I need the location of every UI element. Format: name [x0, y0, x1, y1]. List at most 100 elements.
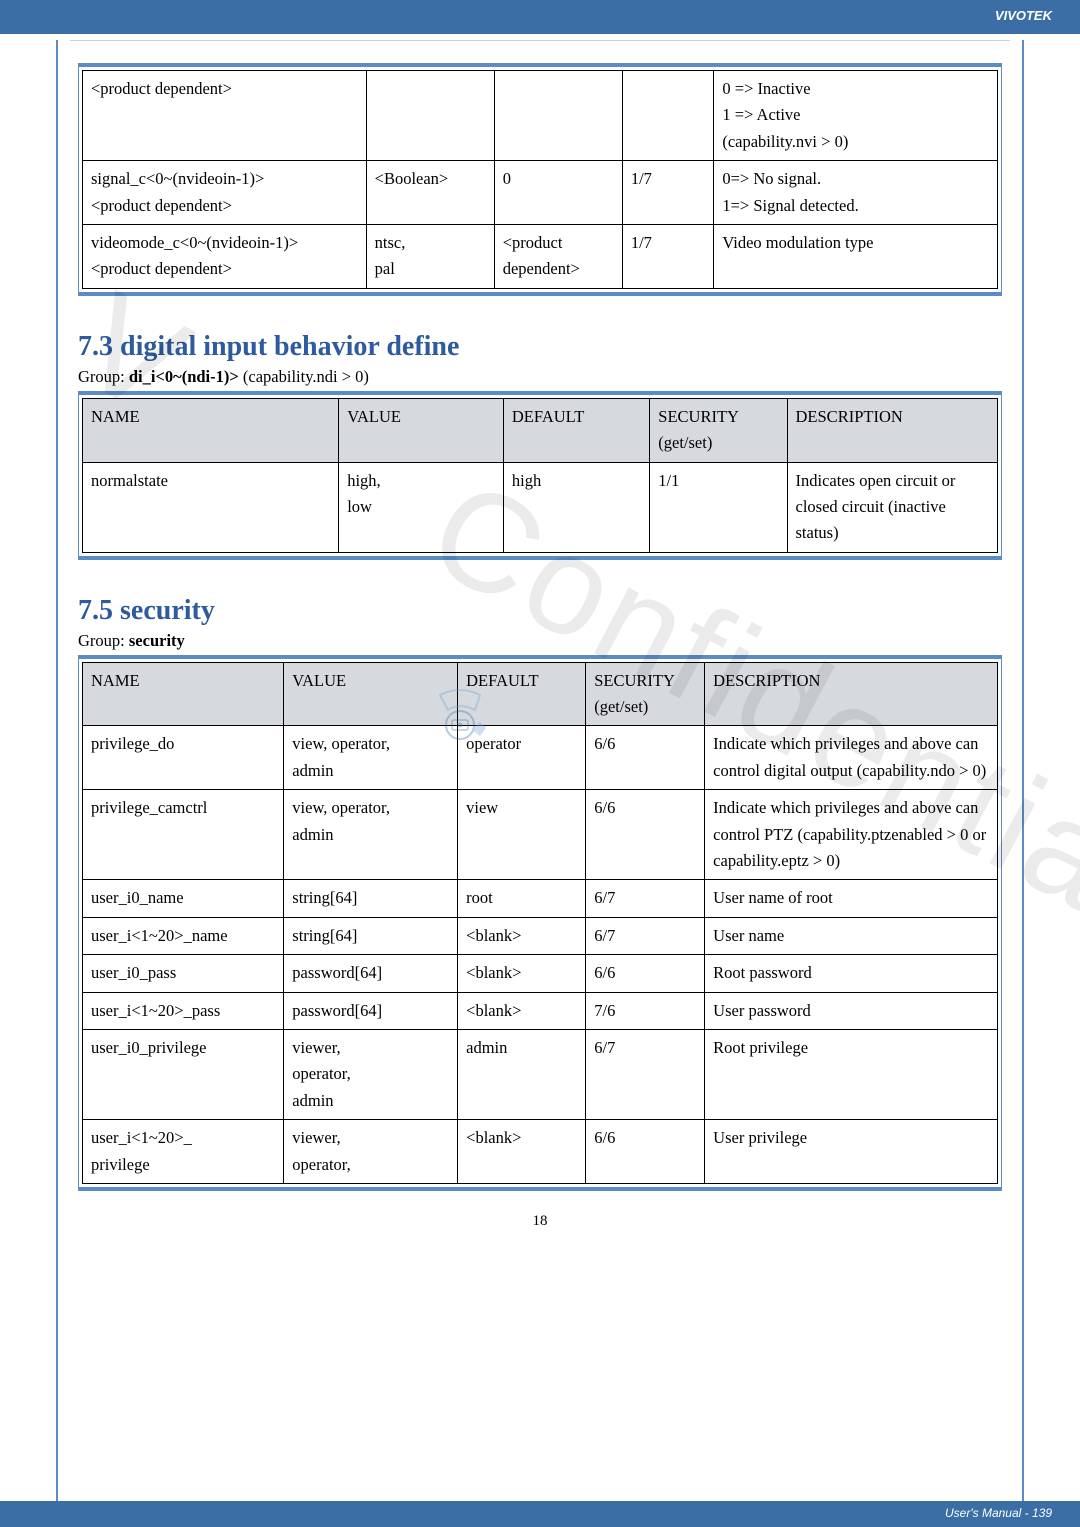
table-cell: Video modulation type [714, 224, 998, 288]
table-cell: 6/6 [586, 726, 705, 790]
table1-wrapper: <product dependent> 0 => Inactive 1 => Ac… [78, 63, 1002, 296]
table-row: videomode_c<0~(nvideoin-1)> <product dep… [83, 224, 998, 288]
table2-wrapper: NAMEVALUEDEFAULTSECURITY (get/set)DESCRI… [78, 391, 1002, 560]
table-cell: viewer, operator, admin [284, 1029, 458, 1119]
table-cell: Indicates open circuit or closed circuit… [787, 462, 997, 552]
table-cell: User name of root [705, 880, 998, 917]
table-row: signal_c<0~(nvideoin-1)> <product depend… [83, 161, 998, 225]
table-header-cell: SECURITY (get/set) [650, 398, 787, 462]
left-border [56, 40, 58, 1501]
table1: <product dependent> 0 => Inactive 1 => Ac… [82, 70, 998, 289]
table-cell: 1/7 [622, 224, 714, 288]
table-cell: admin [458, 1029, 586, 1119]
table-cell: <blank> [458, 917, 586, 954]
table-row: <product dependent> 0 => Inactive 1 => Ac… [83, 71, 998, 161]
table-cell: <blank> [458, 992, 586, 1029]
table2: NAMEVALUEDEFAULTSECURITY (get/set)DESCRI… [82, 398, 998, 553]
table-header-cell: NAME [83, 662, 284, 726]
right-border [1022, 40, 1024, 1501]
table-row: user_i<1~20>_namestring[64]<blank>6/7Use… [83, 917, 998, 954]
table-cell: user_i<1~20>_name [83, 917, 284, 954]
table-cell: videomode_c<0~(nvideoin-1)> <product dep… [83, 224, 367, 288]
table-row: privilege_doview, operator, adminoperato… [83, 726, 998, 790]
table-cell: Root privilege [705, 1029, 998, 1119]
logo-watermark-icon [430, 680, 510, 745]
brand-text: VIVOTEK [995, 8, 1052, 23]
group-bold: di_i<0~(ndi-1)> [129, 367, 239, 386]
table-header-cell: VALUE [339, 398, 504, 462]
section-7-5-title: 7.5 security [78, 595, 1002, 627]
table-cell: <product dependent> [494, 224, 622, 288]
table-cell: view [458, 790, 586, 880]
table-cell: string[64] [284, 917, 458, 954]
table3-wrapper: NAMEVALUEDEFAULTSECURITY (get/set)DESCRI… [78, 655, 1002, 1191]
table-row: user_i<1~20>_ privilegeviewer, operator,… [83, 1120, 998, 1184]
group-prefix: Group: [78, 367, 129, 386]
table-cell: 6/6 [586, 790, 705, 880]
table-cell: User privilege [705, 1120, 998, 1184]
table-cell: view, operator, admin [284, 790, 458, 880]
table-header-cell: DEFAULT [503, 398, 649, 462]
table-row: user_i0_passpassword[64]<blank>6/6Root p… [83, 955, 998, 992]
table-cell: string[64] [284, 880, 458, 917]
table-cell [366, 71, 494, 161]
table-cell: 1/7 [622, 161, 714, 225]
table-row: privilege_camctrlview, operator, adminvi… [83, 790, 998, 880]
table-cell: 7/6 [586, 992, 705, 1029]
section-7-3-group: Group: di_i<0~(ndi-1)> (capability.ndi >… [78, 367, 1002, 387]
table-cell: <blank> [458, 955, 586, 992]
table-cell: user_i0_pass [83, 955, 284, 992]
table-cell: password[64] [284, 992, 458, 1029]
section-7-3-title: 7.3 digital input behavior define [78, 331, 1002, 363]
group-suffix: (capability.ndi > 0) [239, 367, 369, 386]
table-cell: password[64] [284, 955, 458, 992]
table-cell: normalstate [83, 462, 339, 552]
table-cell: 6/7 [586, 1029, 705, 1119]
table-cell: user_i<1~20>_ privilege [83, 1120, 284, 1184]
group-prefix-2: Group: [78, 631, 129, 650]
page-number: 18 [78, 1213, 1002, 1230]
table-header-cell: DESCRIPTION [787, 398, 997, 462]
table-cell: 6/7 [586, 917, 705, 954]
table-cell: 0 => Inactive 1 => Active (capability.nv… [714, 71, 998, 161]
table-cell: <blank> [458, 1120, 586, 1184]
footer-banner: User's Manual - 139 [0, 1501, 1080, 1527]
table-cell: 1/1 [650, 462, 787, 552]
table3: NAMEVALUEDEFAULTSECURITY (get/set)DESCRI… [82, 662, 998, 1184]
table-row: user_i<1~20>_passpassword[64]<blank>7/6U… [83, 992, 998, 1029]
table-cell: user_i<1~20>_pass [83, 992, 284, 1029]
table-cell [622, 71, 714, 161]
table-cell: 6/7 [586, 880, 705, 917]
group-bold-2: security [129, 631, 185, 650]
section-7-5-group: Group: security [78, 631, 1002, 651]
table-cell: user_i0_name [83, 880, 284, 917]
table-header-cell: DESCRIPTION [705, 662, 998, 726]
table-row: user_i0_namestring[64]root6/7User name o… [83, 880, 998, 917]
table-cell: high [503, 462, 649, 552]
footer-text: User's Manual - 139 [945, 1506, 1052, 1520]
table-cell: 0 [494, 161, 622, 225]
table-cell: User password [705, 992, 998, 1029]
table-row: normalstatehigh, lowhigh1/1Indicates ope… [83, 462, 998, 552]
table-cell: viewer, operator, [284, 1120, 458, 1184]
table-cell: 6/6 [586, 1120, 705, 1184]
table-cell: high, low [339, 462, 504, 552]
table-cell: <product dependent> [83, 71, 367, 161]
table-cell: User name [705, 917, 998, 954]
table-cell: ntsc, pal [366, 224, 494, 288]
table-cell: privilege_do [83, 726, 284, 790]
table-cell: 6/6 [586, 955, 705, 992]
table-cell: user_i0_privilege [83, 1029, 284, 1119]
table-row: user_i0_privilegeviewer, operator, admin… [83, 1029, 998, 1119]
table-cell: 0=> No signal. 1=> Signal detected. [714, 161, 998, 225]
table-cell: Root password [705, 955, 998, 992]
table-header-cell: NAME [83, 398, 339, 462]
table-cell: signal_c<0~(nvideoin-1)> <product depend… [83, 161, 367, 225]
table-cell: Indicate which privileges and above can … [705, 726, 998, 790]
brand-banner: VIVOTEK [0, 0, 1080, 34]
table-cell: privilege_camctrl [83, 790, 284, 880]
table-cell: Indicate which privileges and above can … [705, 790, 998, 880]
table-cell [494, 71, 622, 161]
table-cell: root [458, 880, 586, 917]
table-header-cell: SECURITY (get/set) [586, 662, 705, 726]
